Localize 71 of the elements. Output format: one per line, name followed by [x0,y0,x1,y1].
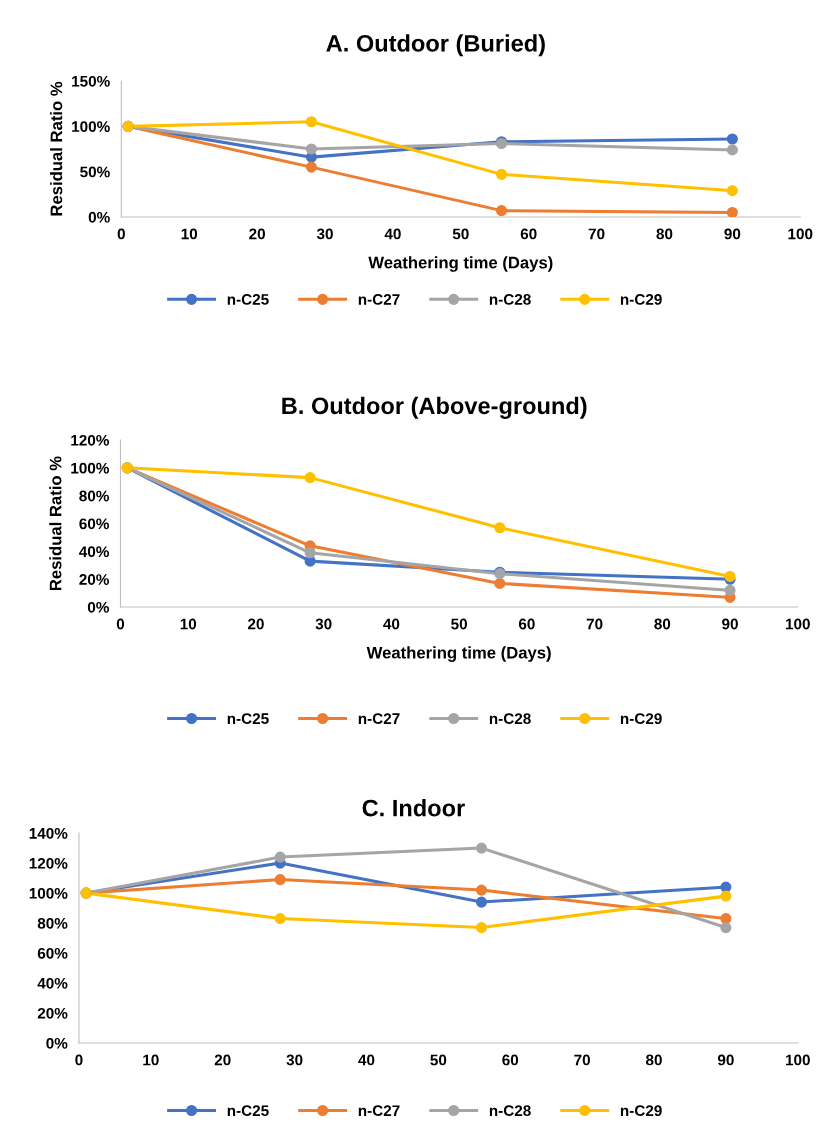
y-tick-label: 120% [29,857,68,869]
chart-title: C. Indoor [362,799,465,817]
legend-label: n-C28 [489,294,531,305]
x-tick-label: 10 [143,1054,159,1066]
x-tick-label: 70 [588,228,605,240]
legend-label: n-C28 [489,1105,531,1117]
x-tick-label: 40 [383,618,400,630]
chart-title: A. Outdoor (Buried) [326,34,545,57]
x-tick-label: 10 [181,228,198,240]
x-tick-label: 70 [586,618,603,630]
x-tick-label: 100 [785,1054,810,1066]
y-tick-label: 100% [71,462,109,474]
legend-label: n-C25 [227,294,269,305]
x-tick-label: 20 [249,228,265,240]
x-tick-label: 90 [722,618,738,630]
y-tick-label: 80% [37,917,68,929]
y-tick-label: 80% [79,490,109,502]
y-tick-label: 60% [79,518,109,530]
x-tick-label: 0 [75,1054,83,1066]
x-tick-label: 50 [452,228,469,240]
x-tick-label: 50 [451,618,467,630]
x-tick-label: 30 [315,618,332,630]
legend-label: n-C25 [227,1105,269,1117]
x-tick-label: 90 [724,228,741,240]
x-axis-title: Weathering time (Days) [368,256,553,272]
x-tick-label: 60 [520,228,537,240]
x-tick-label: 90 [717,1054,734,1066]
x-tick-label: 60 [518,618,535,630]
y-tick-label: 50% [80,166,110,178]
y-tick-label: 40% [37,977,68,989]
x-tick-label: 30 [316,228,333,240]
x-axis-title: Weathering time (Days) [366,646,551,662]
y-axis-title: Residual Ratio % [49,456,62,591]
x-tick-label: 60 [502,1054,519,1066]
x-tick-label: 50 [430,1054,447,1066]
chart-title: B. Outdoor (Above-ground) [282,396,587,419]
x-tick-label: 0 [116,618,125,630]
y-tick-label: 20% [37,1007,68,1019]
y-tick-label: 0% [46,1037,68,1049]
y-tick-label: 0% [88,211,110,223]
y-tick-label: 100% [29,887,68,899]
legend-label: n-C28 [489,713,531,725]
y-tick-label: 40% [79,546,109,558]
y-tick-label: 100% [72,121,110,133]
legend-label: n-C29 [620,713,662,725]
y-axis-title: Residual Ratio % [50,81,63,216]
legend-label: n-C29 [620,294,662,305]
x-tick-label: 40 [358,1054,375,1066]
x-tick-label: 70 [574,1054,590,1066]
x-tick-label: 100 [788,228,813,240]
x-tick-label: 0 [117,228,125,240]
y-tick-label: 20% [79,574,109,585]
x-tick-label: 80 [656,228,673,240]
x-tick-label: 20 [214,1054,231,1066]
legend-label: n-C25 [227,713,269,725]
x-tick-label: 100 [785,618,810,630]
x-tick-label: 20 [247,618,264,630]
legend-label: n-C27 [358,1105,400,1117]
legend-label: n-C27 [358,294,400,305]
legend-label: n-C27 [358,713,400,725]
y-tick-label: 120% [71,434,109,446]
x-tick-label: 80 [654,618,671,630]
x-tick-label: 40 [384,228,401,240]
x-tick-label: 80 [645,1054,662,1066]
x-tick-label: 30 [286,1054,303,1066]
x-tick-label: 10 [180,618,197,630]
y-tick-label: 140% [29,827,68,839]
y-tick-label: 150% [72,75,110,87]
legend-label: n-C29 [620,1105,662,1117]
y-tick-label: 60% [37,947,68,959]
y-tick-label: 0% [87,601,109,613]
